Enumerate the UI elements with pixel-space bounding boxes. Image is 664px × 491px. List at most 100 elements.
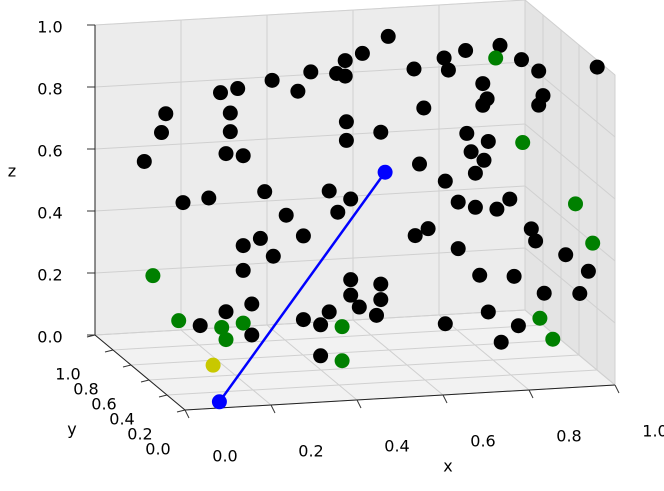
point [420,221,436,237]
point [235,148,251,164]
y-tick [122,364,132,368]
point [536,285,552,301]
point [334,319,350,335]
point [407,228,423,244]
grid-line [148,354,580,381]
x-tick [270,404,276,414]
point [475,97,491,113]
point [303,64,319,80]
point [510,318,526,334]
y-tick-label: 1.0 [55,365,80,384]
grid-line [94,185,526,212]
point [558,247,574,263]
point [334,353,350,369]
point [450,194,466,210]
grid-line [524,123,616,200]
y-tick [176,409,186,413]
x-tick-label: 0.2 [298,442,323,461]
point [313,348,329,364]
z-tick-label: 0.4 [37,204,62,223]
point [343,272,359,288]
point [467,199,483,215]
point [278,207,294,223]
point [373,276,389,292]
point [436,50,452,66]
x-tick-label: 1.0 [642,422,664,441]
x-tick-label: 0.0 [212,447,237,466]
point [330,204,346,220]
point [406,61,422,77]
grid-line [94,0,526,26]
point [252,230,268,246]
z-axis-label: z [8,162,16,181]
point [472,267,488,283]
grid-line [524,247,616,324]
point [205,357,221,373]
grid-line [94,123,526,150]
point [492,37,508,53]
x-tick [184,409,190,419]
point [458,43,474,58]
point [337,53,353,69]
point [572,286,588,301]
x-tick [614,384,620,394]
x-tick [356,399,362,409]
point [235,262,251,278]
y-tick [104,349,114,353]
point [502,191,518,207]
x-tick-label: 0.4 [384,437,409,456]
grid-line [266,324,358,401]
point [321,304,337,320]
y-tick [140,379,150,383]
point [450,241,466,257]
point [265,248,281,264]
point [531,97,547,113]
point [514,52,529,68]
x-tick-label: 0.8 [556,427,581,446]
point [329,66,345,81]
point [489,201,505,217]
point [235,315,251,331]
grid-line [130,339,562,366]
point [437,173,453,189]
point [136,153,152,169]
point [373,124,389,140]
z-tick-label: 0.6 [37,142,62,161]
axis-line [184,384,616,411]
point [295,228,311,244]
point [515,135,531,151]
point [244,327,260,343]
point [488,50,504,66]
point [568,196,583,212]
point [412,156,427,172]
point [313,317,329,333]
point [192,318,208,334]
x-axis-label: x [443,457,452,476]
point [321,183,337,199]
point [338,132,354,148]
point [493,334,509,350]
point [351,299,367,315]
x-tick [442,394,448,404]
point [467,165,483,181]
point [175,195,191,211]
y-tick [158,394,168,398]
point [585,235,601,251]
point [214,319,230,335]
point [218,332,234,348]
point [235,238,251,254]
y-tick-label: 0.8 [73,380,98,399]
point [369,307,384,323]
point [531,63,547,79]
point [145,268,161,284]
z-tick-label: 0.2 [37,266,62,285]
point [264,72,280,88]
line [218,171,387,403]
point [257,184,273,200]
point [154,125,169,141]
point [290,83,306,99]
point [377,164,393,180]
point [244,296,260,312]
point [416,100,432,116]
grid-line [166,369,598,396]
